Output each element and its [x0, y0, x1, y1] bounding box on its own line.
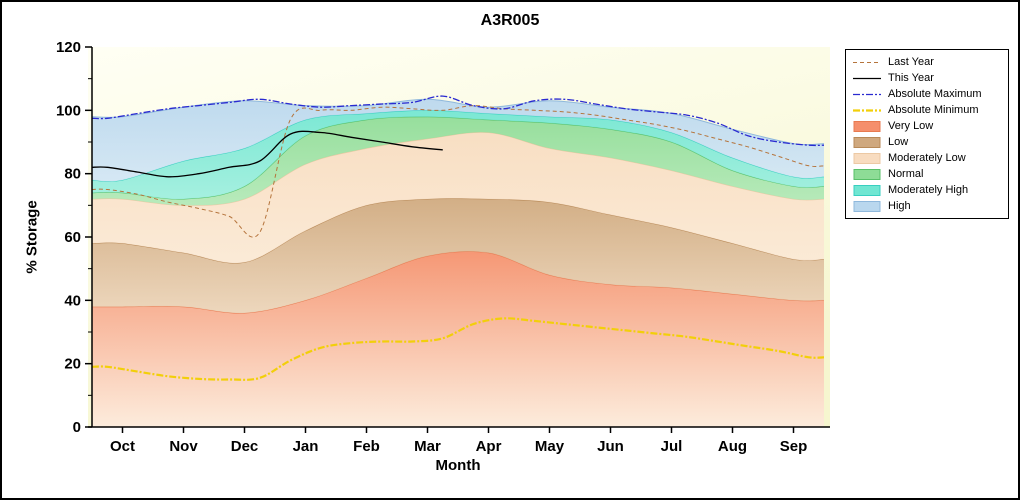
line-absolute-maximum — [92, 95, 824, 147]
y-tick-label: 100 — [56, 102, 81, 119]
x-tick-label: Jul — [661, 438, 683, 455]
legend-label: This Year — [888, 71, 934, 84]
x-tick-label: Sep — [780, 438, 808, 455]
x-tick-label: Jun — [597, 438, 624, 455]
legend-label: Moderately High — [888, 183, 969, 196]
band-very-low — [92, 251, 824, 427]
legend-item-this-year: This Year — [852, 71, 1002, 85]
x-tick-label: Dec — [231, 438, 259, 455]
band-high — [92, 99, 824, 182]
x-tick-label: Aug — [718, 438, 747, 455]
legend-item-very-low: Very Low — [852, 119, 1002, 133]
x-tick-label: Nov — [169, 438, 198, 455]
legend-box-swatch — [853, 184, 881, 196]
legend-item-low: Low — [852, 135, 1002, 149]
legend-line-swatch — [853, 61, 881, 63]
line-absolute-minimum — [92, 317, 824, 381]
y-tick-label: 80 — [64, 166, 81, 183]
legend-label: Absolute Maximum — [888, 87, 982, 100]
x-tick-label: Feb — [353, 438, 380, 455]
legend-label: Very Low — [888, 119, 934, 132]
legend-box-swatch — [853, 200, 881, 212]
band-low — [92, 198, 824, 314]
legend-item-moderately-low: Moderately Low — [852, 151, 1002, 165]
legend-label: Last Year — [888, 55, 934, 68]
legend-line-swatch — [853, 108, 881, 112]
legend-item-normal: Normal — [852, 167, 1002, 181]
legend-item-last-year: Last Year — [852, 55, 1002, 69]
legend-box-swatch — [853, 136, 881, 148]
legend-box-swatch — [853, 120, 881, 132]
x-axis-title: Month — [435, 457, 481, 474]
legend: Last Year This Year Absolute Maximum Absolu… — [845, 49, 1009, 219]
legend-label: Low — [888, 135, 909, 148]
legend-box-swatch — [853, 152, 881, 164]
y-tick-label: 40 — [64, 292, 81, 309]
line-last-year — [92, 105, 824, 238]
x-tick-label: Mar — [414, 438, 441, 455]
legend-label: Normal — [888, 167, 924, 180]
x-tick-label: May — [535, 438, 565, 455]
y-tick-label: 20 — [64, 356, 81, 373]
legend-box-swatch — [853, 168, 881, 180]
legend-line-swatch — [853, 93, 881, 95]
chart-title: A3R005 — [480, 12, 540, 29]
legend-item-moderately-high: Moderately High — [852, 183, 1002, 197]
band-moderately-low — [92, 132, 824, 264]
legend-line-swatch — [853, 77, 881, 79]
x-tick-label: Apr — [476, 438, 502, 455]
legend-item-high: High — [852, 199, 1002, 213]
y-tick-label: 120 — [56, 39, 81, 56]
band-moderately-high — [92, 110, 824, 200]
y-tick-label: 0 — [73, 419, 81, 436]
line-this-year — [92, 130, 443, 178]
x-tick-label: Jan — [293, 438, 319, 455]
y-tick-label: 60 — [64, 229, 81, 246]
band-normal — [92, 116, 824, 206]
legend-item-absolute-maximum: Absolute Maximum — [852, 87, 1002, 101]
data-layer — [92, 95, 824, 427]
legend-label: High — [888, 199, 911, 212]
x-tick-label: Oct — [110, 438, 135, 455]
legend-label: Absolute Minimum — [888, 103, 979, 116]
legend-label: Moderately Low — [888, 151, 966, 164]
legend-item-absolute-minimum: Absolute Minimum — [852, 103, 1002, 117]
